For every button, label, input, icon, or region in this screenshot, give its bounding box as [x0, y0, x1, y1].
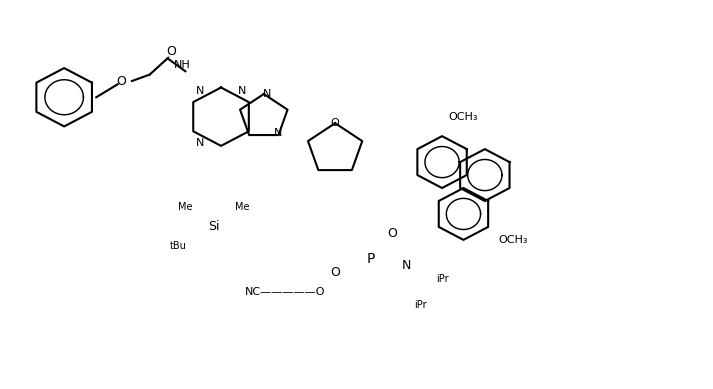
Text: N: N: [195, 86, 204, 96]
Text: O: O: [166, 46, 176, 58]
Text: N: N: [195, 138, 204, 148]
Text: NH: NH: [173, 60, 190, 70]
Text: Me: Me: [178, 202, 193, 212]
Text: N: N: [401, 259, 411, 272]
Text: Si: Si: [208, 221, 220, 233]
Text: P: P: [366, 252, 375, 266]
Text: OCH₃: OCH₃: [498, 235, 528, 245]
Text: Me: Me: [235, 202, 250, 212]
Text: iPr: iPr: [436, 274, 448, 284]
Text: N: N: [263, 89, 272, 99]
Text: O: O: [331, 118, 339, 128]
Text: O: O: [330, 266, 340, 279]
Text: OCH₃: OCH₃: [448, 112, 478, 122]
Text: N: N: [238, 86, 247, 96]
Text: O: O: [116, 75, 126, 88]
Text: iPr: iPr: [414, 300, 427, 310]
Text: NC—————O: NC—————O: [245, 287, 325, 297]
Text: N: N: [274, 128, 282, 138]
Text: tBu: tBu: [170, 241, 187, 251]
Text: O: O: [387, 227, 397, 240]
